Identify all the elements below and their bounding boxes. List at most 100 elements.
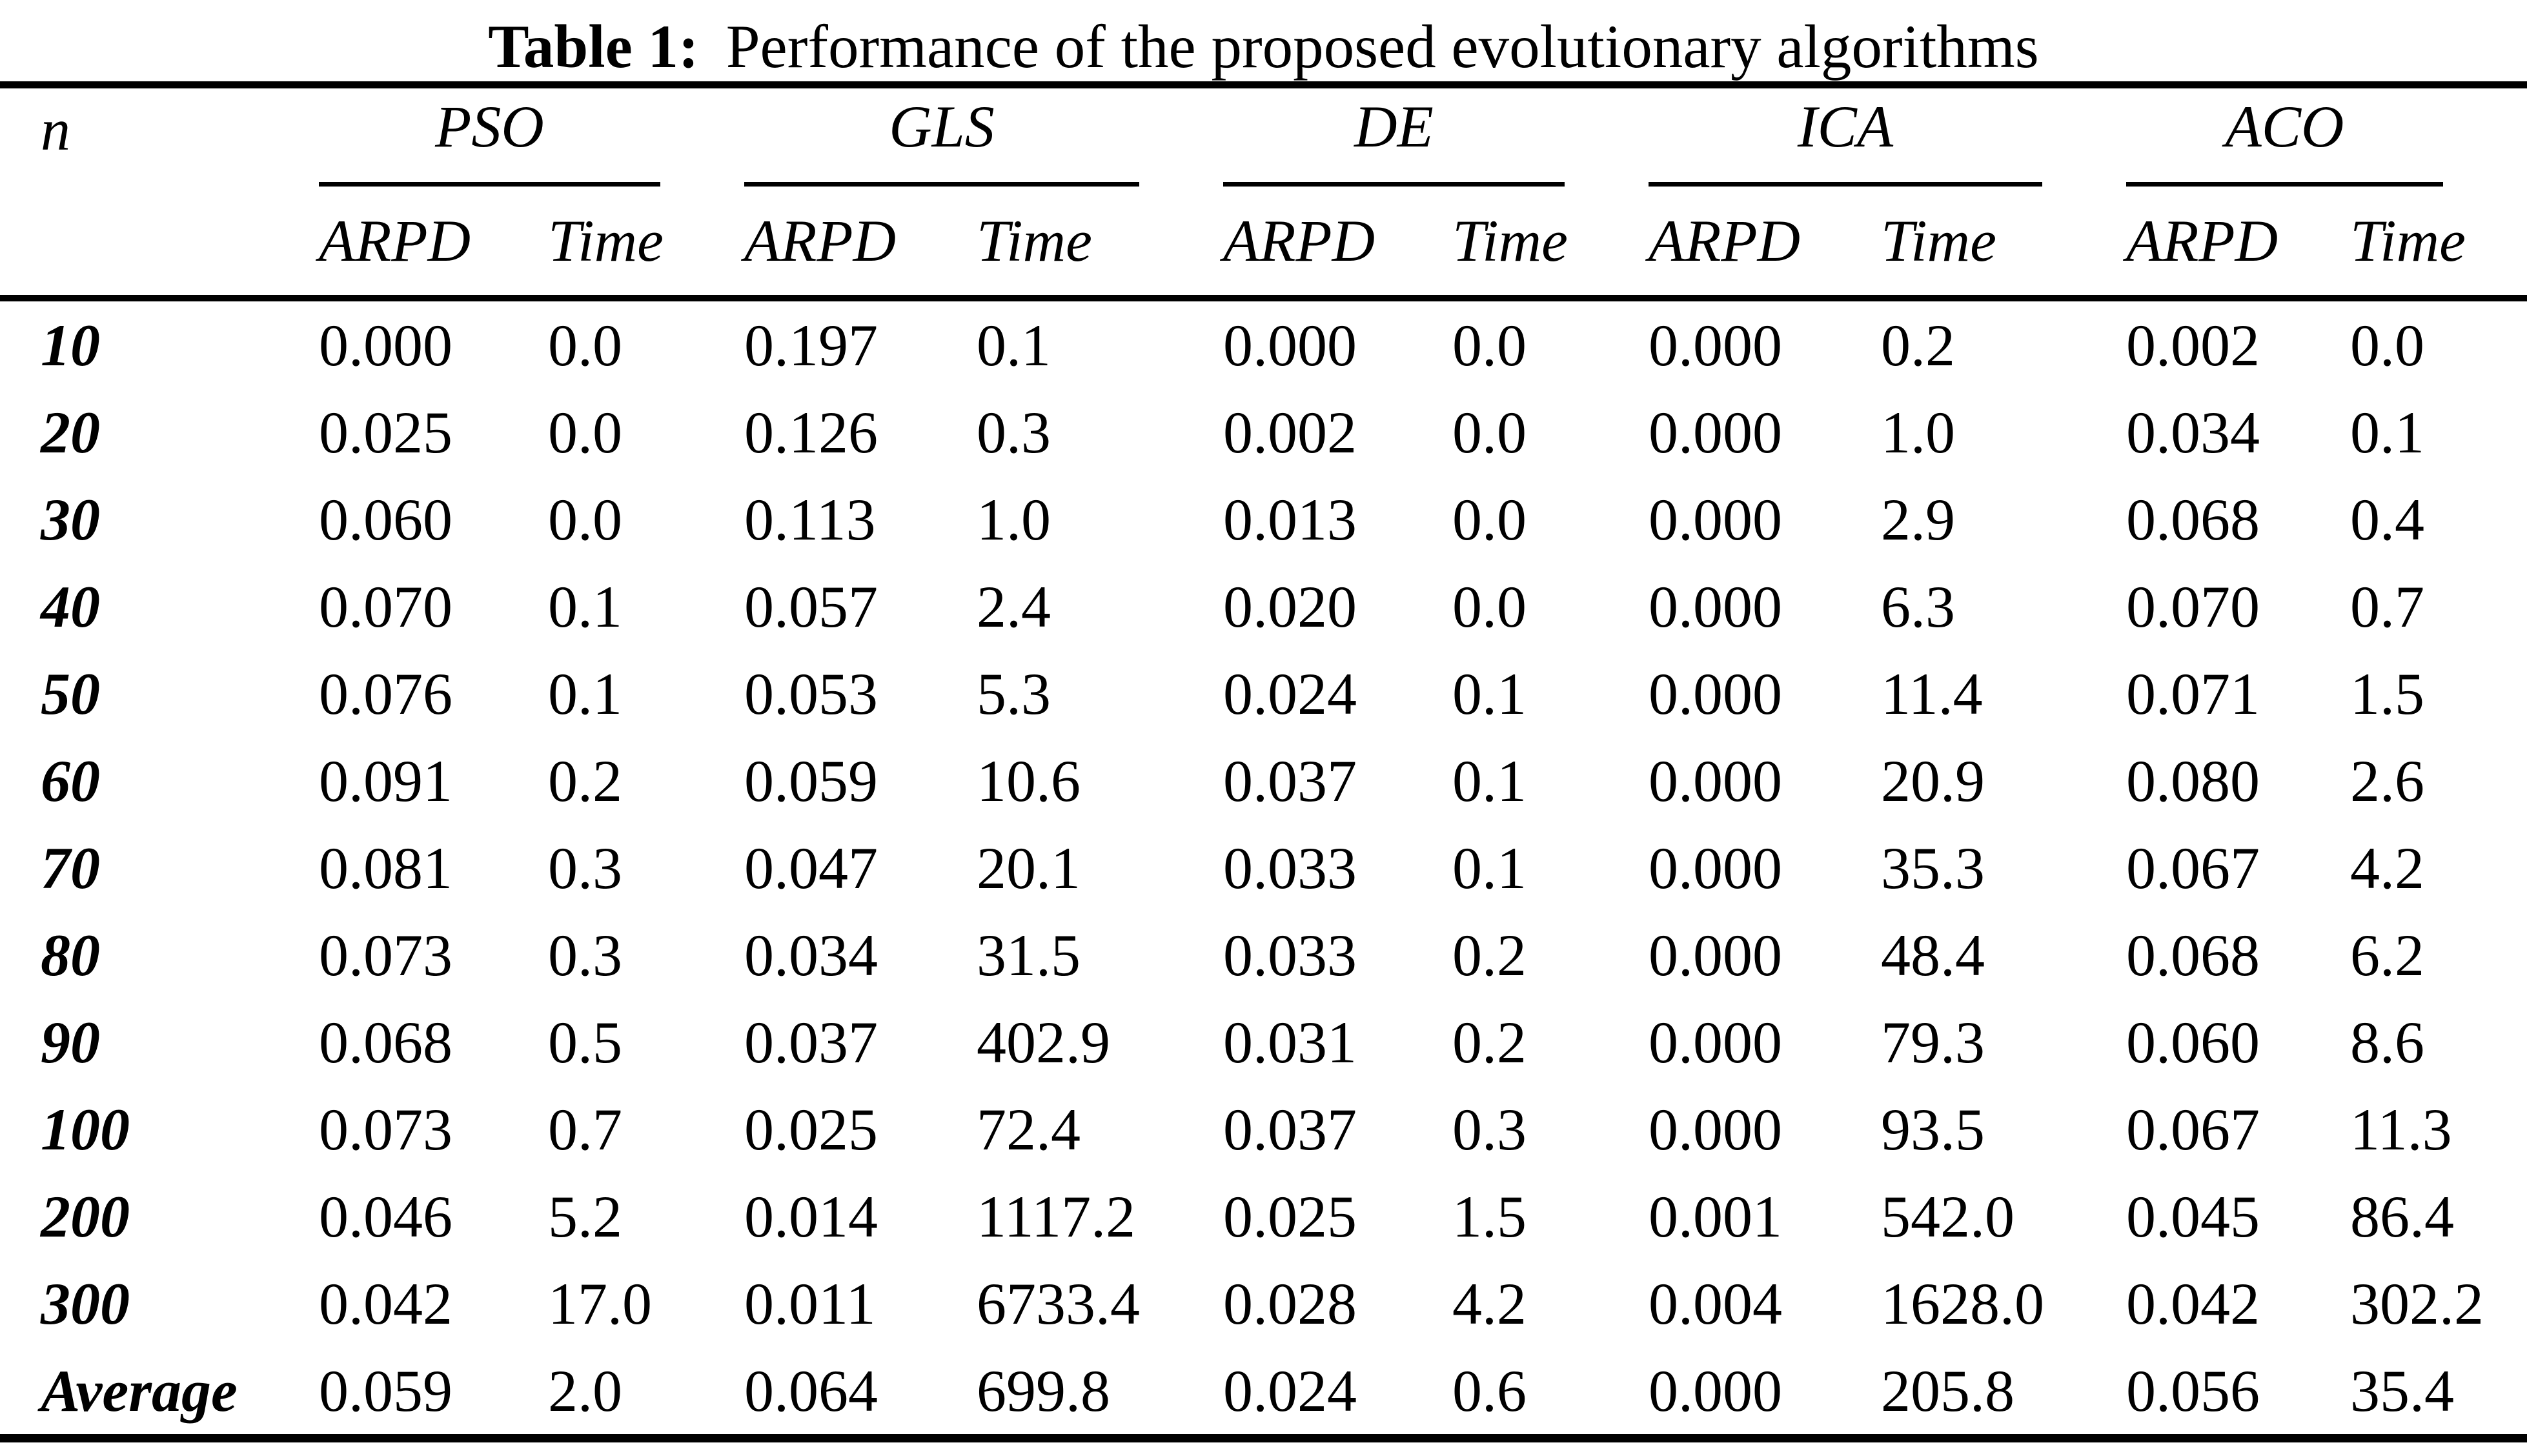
table-cell: 5.3 [977,660,1051,727]
table-row: 200 0.046 5.2 0.014 1117.2 0.025 1.5 0.001 542.0… [0,1173,2527,1260]
table-cell: 0.0 [2350,312,2424,378]
table-cell: 0.2 [1452,922,1527,988]
table-cell: 1.5 [1452,1183,1527,1249]
table-cell: 0.059 [319,1357,452,1424]
table-cell: 0.070 [319,573,452,640]
table-cell: 0.1 [2350,399,2424,465]
table-cell: 0.6 [1452,1357,1527,1424]
table-cell: 0.113 [744,486,876,552]
table-row: 10 0.000 0.0 0.197 0.1 0.000 0.0 0.000 0.2 0.002 0… [0,301,2527,389]
table-cell: 0.3 [977,399,1051,465]
table-cell: 0.000 [1649,573,1782,640]
subheader-arpd: ARPD [319,208,471,274]
table-cell: 0.033 [1223,834,1357,901]
table-cell: 0.3 [548,834,622,901]
header-rule [0,295,2527,301]
table-cell: 0.2 [1881,312,1955,378]
table-cell: 699.8 [977,1357,1110,1424]
table-cell: 2.9 [1881,486,1955,552]
table-cell: 2.4 [977,573,1051,640]
table-row: 300 0.042 17.0 0.011 6733.4 0.028 4.2 0.004 1628… [0,1260,2527,1347]
bottom-rule [0,1434,2527,1442]
subheader-time: Time [548,208,664,274]
table-cell: 0.020 [1223,573,1357,640]
table-cell: 79.3 [1881,1009,1985,1075]
subheader-arpd: ARPD [744,208,897,274]
table-cell: 0.059 [744,747,878,814]
table-cell: 0.000 [1649,660,1782,727]
table-cell: 0.073 [319,922,452,988]
table-cell: 0.0 [1452,573,1527,640]
table-cell: 402.9 [977,1009,1110,1075]
table-cell: 0.3 [1452,1096,1527,1162]
table-header-groups: n PSO GLS DE ICA ACO [0,88,2527,187]
table-cell: 0.033 [1223,922,1357,988]
table-cell: 5.2 [548,1183,622,1249]
table-cell: 0.0 [1452,486,1527,552]
column-header-n: n [41,97,70,163]
table-cell: 0.025 [1223,1183,1357,1249]
table-caption: Table 1: Performance of the proposed evo… [0,0,2527,81]
row-label: Average [41,1357,238,1424]
table-cell: 2.0 [548,1357,622,1424]
table-cell: 0.037 [1223,1096,1357,1162]
row-label: 80 [41,922,100,988]
row-label: 300 [41,1270,130,1337]
table-cell: 0.025 [319,399,452,465]
table-cell: 10.6 [977,747,1081,814]
table-cell: 0.1 [1452,660,1527,727]
table-cell: 0.000 [1649,1096,1782,1162]
table-cell: 0.025 [744,1096,878,1162]
table-cell: 0.000 [319,312,452,378]
table-cell: 0.068 [2126,486,2260,552]
table-cell: 205.8 [1881,1357,2014,1424]
table-header-subcolumns: ARPD Time ARPD Time ARPD Time ARPD Time … [0,187,2527,295]
table-cell: 0.034 [2126,399,2260,465]
table-cell: 1.0 [1881,399,1955,465]
table-cell: 0.3 [548,922,622,988]
table-caption-text: Performance of the proposed evolutionary… [726,12,2039,81]
group-header-aco: ACO [2126,88,2443,187]
row-label: 20 [41,399,100,465]
table-cell: 0.0 [1452,399,1527,465]
table-cell: 0.073 [319,1096,452,1162]
table-cell: 0.091 [319,747,452,814]
group-header-gls: GLS [744,88,1139,187]
table-cell: 0.2 [548,747,622,814]
table-cell: 0.053 [744,660,878,727]
table-cell: 0.024 [1223,1357,1357,1424]
table-cell: 0.000 [1649,1009,1782,1075]
table-cell: 0.014 [744,1183,878,1249]
table-cell: 0.047 [744,834,878,901]
table-row: 70 0.081 0.3 0.047 20.1 0.033 0.1 0.000 35.3 0.06… [0,824,2527,911]
table-cell: 0.000 [1223,312,1357,378]
table-cell: 1.0 [977,486,1051,552]
table-cell: 0.000 [1649,312,1782,378]
table-cell: 72.4 [977,1096,1081,1162]
table-cell: 6733.4 [977,1270,1140,1337]
table-cell: 0.042 [2126,1270,2260,1337]
table-cell: 302.2 [2350,1270,2484,1337]
table-cell: 0.068 [319,1009,452,1075]
table-cell: 0.197 [744,312,878,378]
table-cell: 0.071 [2126,660,2260,727]
table-cell: 0.060 [2126,1009,2260,1075]
table-body: 10 0.000 0.0 0.197 0.1 0.000 0.0 0.000 0.2 0.002 0… [0,301,2527,1434]
row-label: 200 [41,1183,130,1249]
table-cell: 0.000 [1649,747,1782,814]
table-cell: 0.042 [319,1270,452,1337]
table-cell: 35.3 [1881,834,1985,901]
table-cell: 6.3 [1881,573,1955,640]
table-cell: 48.4 [1881,922,1985,988]
table-cell: 0.000 [1649,486,1782,552]
table-cell: 31.5 [977,922,1081,988]
subheader-time: Time [2350,208,2466,274]
row-label: 30 [41,486,100,552]
table-cell: 6.2 [2350,922,2424,988]
table-cell: 0.046 [319,1183,452,1249]
subheader-time: Time [1452,208,1568,274]
table-row: 60 0.091 0.2 0.059 10.6 0.037 0.1 0.000 20.9 0.08… [0,737,2527,824]
subheader-arpd: ARPD [1649,208,1801,274]
row-label: 100 [41,1096,130,1162]
